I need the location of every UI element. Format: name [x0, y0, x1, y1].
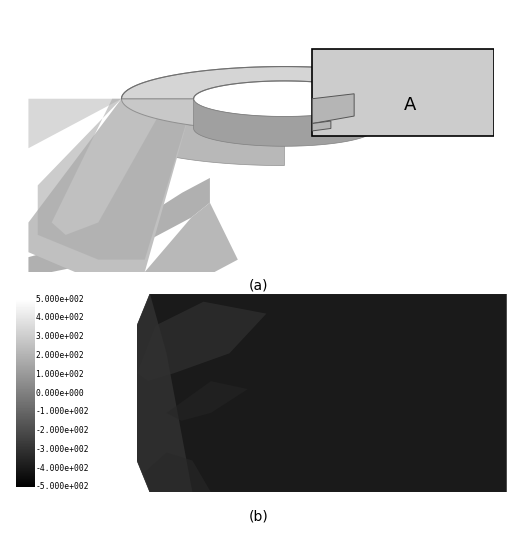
Text: 4.000e+002: 4.000e+002 [35, 313, 84, 323]
Polygon shape [28, 203, 238, 272]
Text: 0.000e+000: 0.000e+000 [35, 388, 84, 398]
Polygon shape [28, 178, 210, 272]
Text: (a): (a) [249, 279, 268, 293]
Text: A: A [404, 96, 416, 114]
Text: -4.000e+002: -4.000e+002 [35, 463, 89, 473]
Polygon shape [137, 294, 507, 492]
Text: -1.000e+002: -1.000e+002 [35, 407, 89, 416]
Bar [312, 50, 494, 136]
Polygon shape [373, 99, 494, 106]
Polygon shape [38, 99, 193, 259]
Polygon shape [121, 89, 284, 165]
Polygon shape [28, 99, 193, 272]
Text: -3.000e+002: -3.000e+002 [35, 445, 89, 454]
Polygon shape [193, 99, 375, 146]
Polygon shape [137, 294, 192, 492]
Text: (b): (b) [249, 510, 268, 524]
Text: 5.000e+002: 5.000e+002 [35, 295, 84, 304]
Polygon shape [373, 106, 494, 131]
Polygon shape [312, 94, 354, 123]
Text: 3.000e+002: 3.000e+002 [35, 332, 84, 341]
Text: -2.000e+002: -2.000e+002 [35, 426, 89, 435]
Text: 1.000e+002: 1.000e+002 [35, 370, 84, 379]
Text: -5.000e+002: -5.000e+002 [35, 483, 89, 491]
Polygon shape [312, 121, 331, 131]
Polygon shape [137, 302, 266, 381]
Text: 2.000e+002: 2.000e+002 [35, 351, 84, 360]
Polygon shape [144, 453, 211, 492]
Polygon shape [166, 381, 248, 421]
Polygon shape [121, 99, 447, 131]
Polygon shape [28, 99, 121, 149]
Polygon shape [121, 66, 447, 99]
